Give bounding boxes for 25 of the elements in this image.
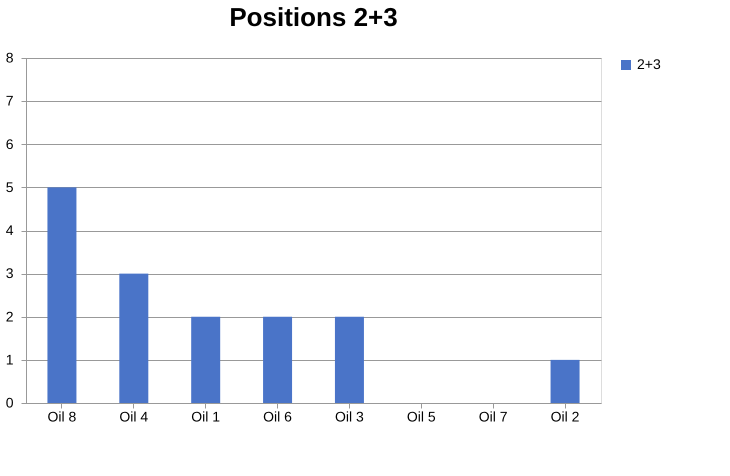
chart-title: Positions 2+3 (229, 2, 398, 32)
y-tick-label: 5 (6, 178, 14, 195)
x-tick-label: Oil 8 (48, 408, 77, 424)
y-tick-label: 7 (6, 92, 14, 109)
x-tick-label: Oil 3 (335, 408, 364, 424)
x-tick-label: Oil 6 (263, 408, 292, 424)
y-tick-label: 8 (6, 50, 14, 66)
bar (550, 360, 580, 403)
y-tick-label: 0 (6, 394, 14, 410)
bar (334, 316, 364, 403)
x-tick-label: Oil 4 (119, 408, 148, 424)
x-tick-label: Oil 5 (406, 408, 436, 424)
x-tick-label: Oil 7 (478, 408, 508, 424)
y-tick-label: 2 (6, 308, 14, 324)
bar (119, 274, 148, 403)
y-tick-label: 3 (6, 265, 14, 282)
legend-label: 2+3 (637, 56, 661, 72)
x-tick-label: Oil 1 (191, 408, 220, 424)
y-tick-label: 1 (6, 351, 14, 368)
bar (191, 316, 220, 403)
y-tick-label: 4 (6, 222, 14, 238)
x-tick-label: Oil 2 (550, 408, 580, 424)
y-tick-label: 6 (6, 136, 14, 152)
bar (263, 316, 292, 403)
bar (47, 187, 76, 403)
